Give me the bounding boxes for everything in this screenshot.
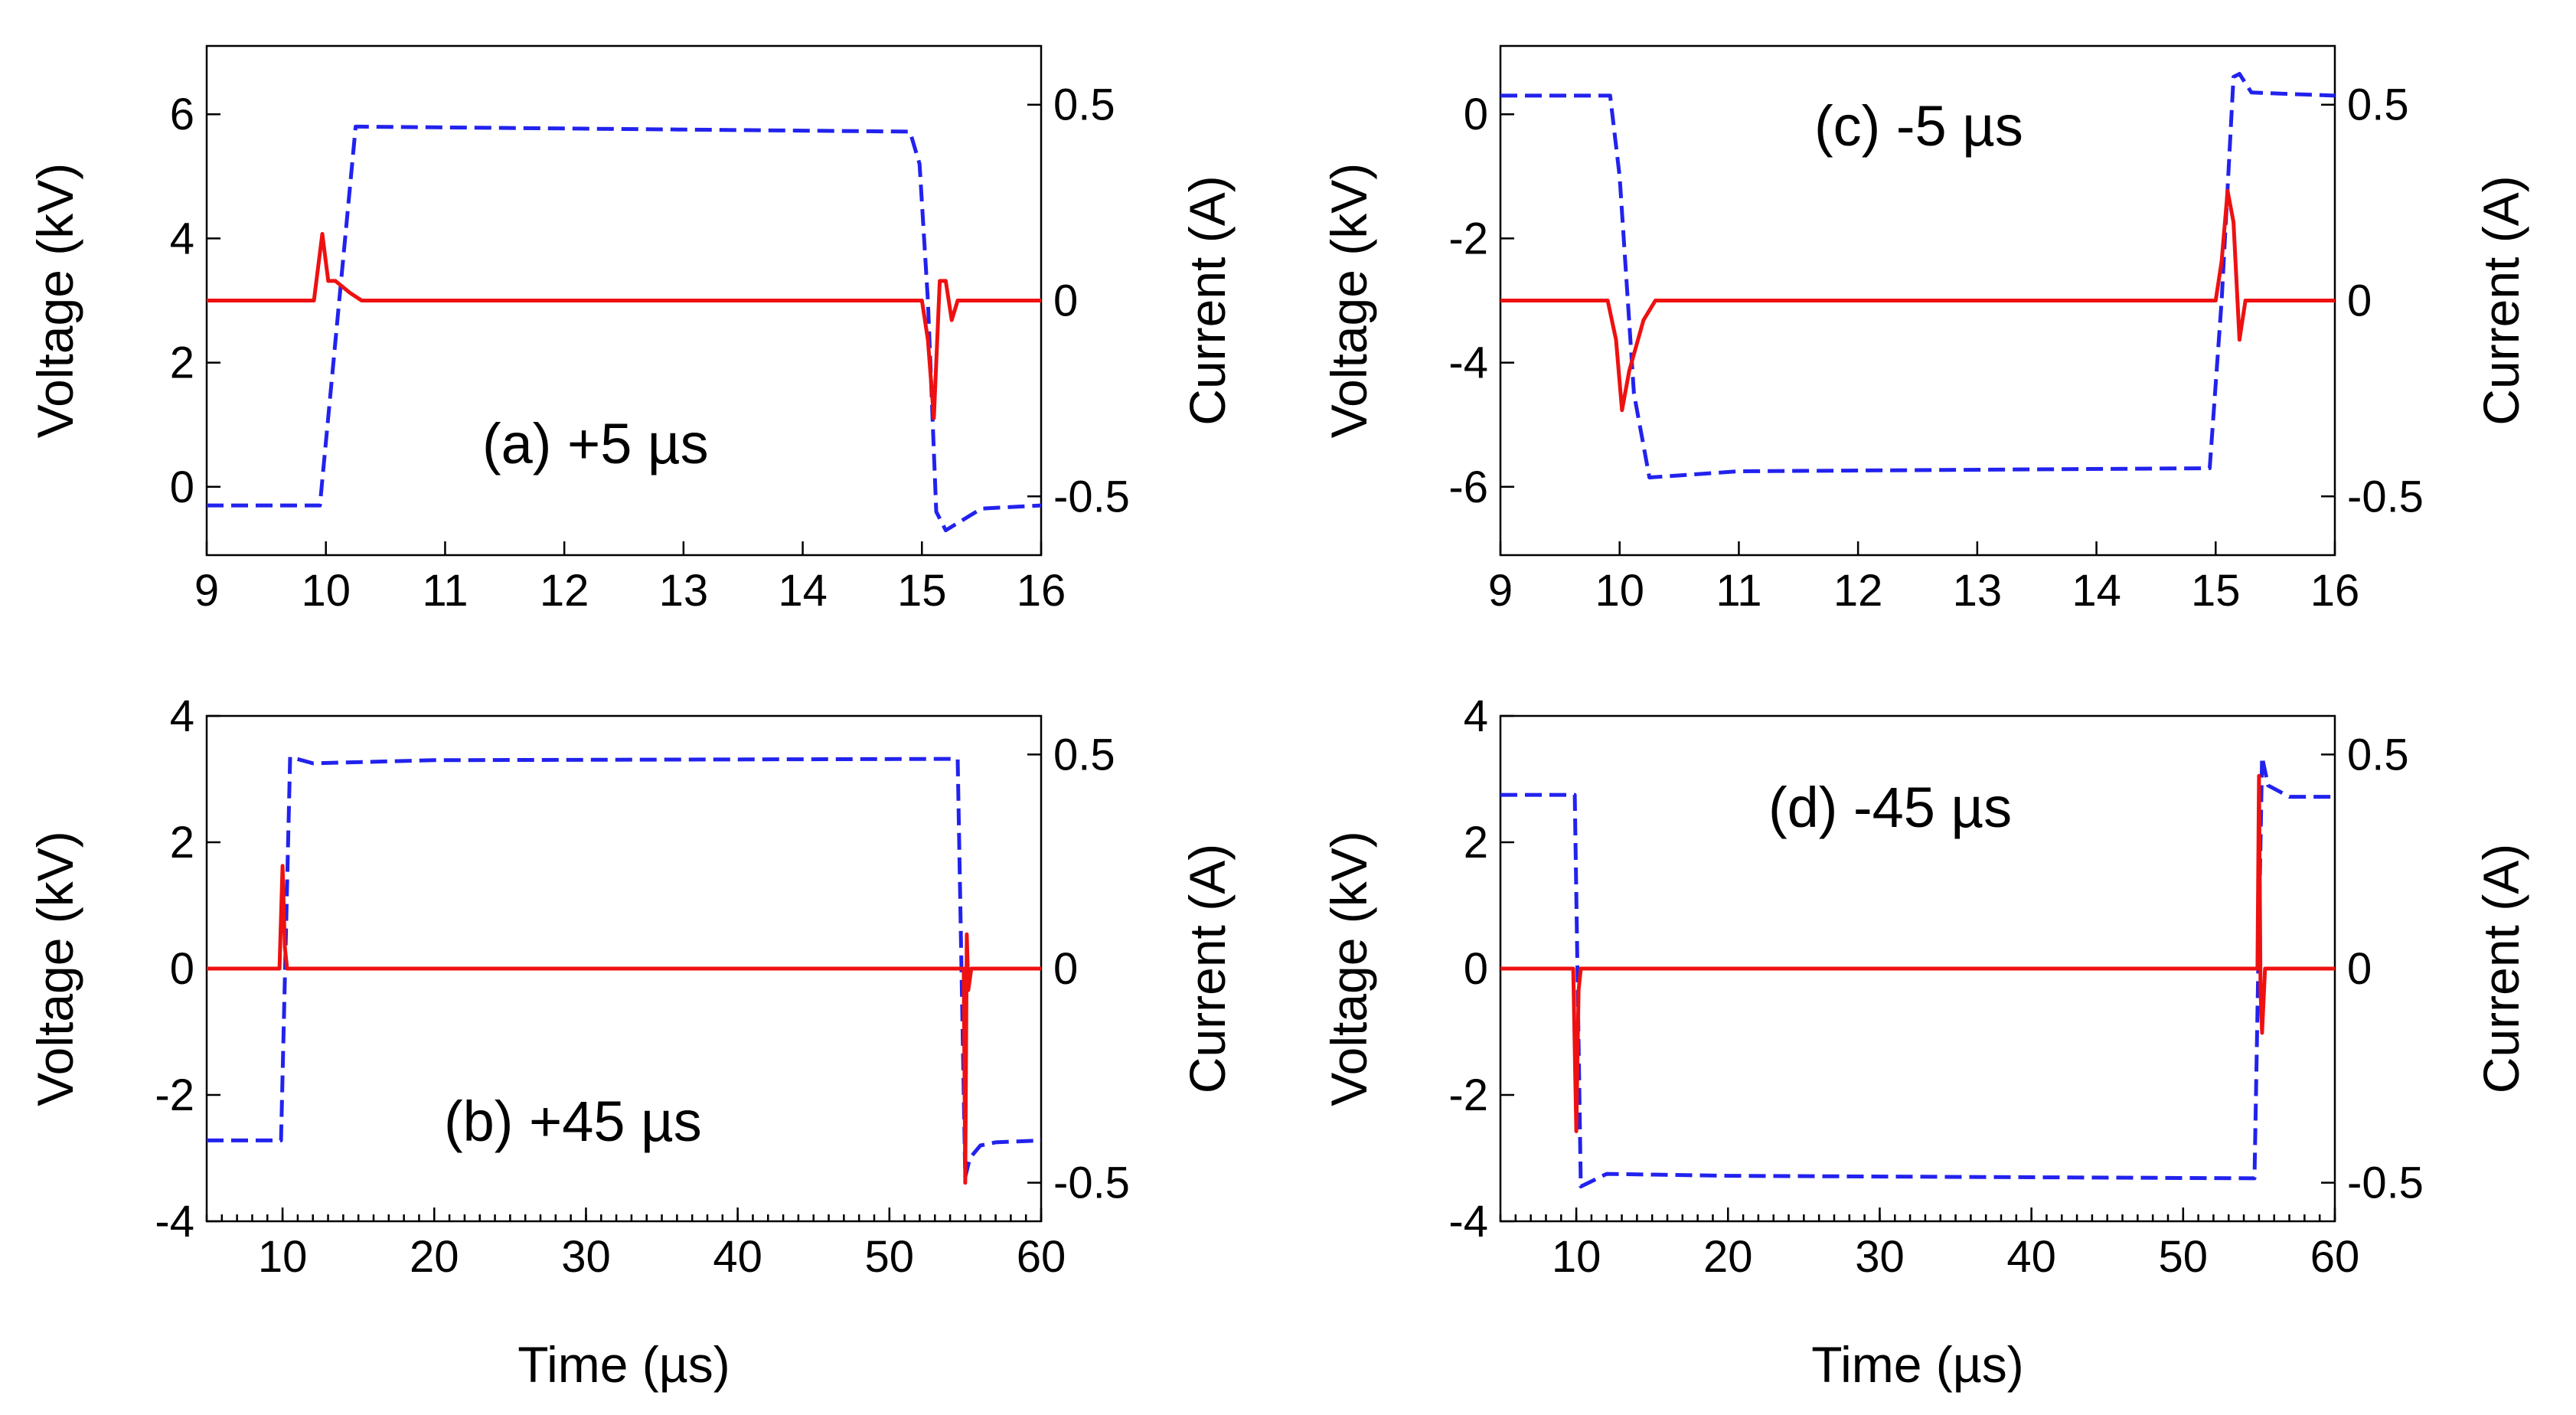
y-tick-label: 0 [170,944,194,994]
current-series-line [207,864,1041,1185]
y-axis-label-right-a: Current (A) [1179,175,1236,425]
y-axis-label-right-d: Current (A) [2473,844,2529,1093]
series-b [207,755,1042,1185]
y-tick-label: 2 [170,338,194,388]
ticks-c: 9 10 11 12 13 14 15 16 -6 -4 -2 0 -0.5 0 0.5 [1448,80,2424,616]
current-series-line [207,232,1041,420]
y-tick-label-right: 0 [2347,944,2372,994]
x-tick-label: 60 [2310,1232,2360,1282]
y-axis-label-right-b: Current (A) [1179,844,1236,1093]
panel-d: 10 20 30 40 50 60 -4 -2 0 2 4 -0.5 0 0.5 Voltage (kV)… [1321,691,2529,1393]
x-tick-label: 15 [2191,566,2241,616]
y-tick-label: 0 [170,462,194,512]
y-tick-label: 0 [1464,944,1488,994]
panel-label-d: (d) -45 µs [1768,776,2012,839]
y-tick-label: 2 [1464,818,1488,868]
y-tick-label: -4 [155,1197,194,1247]
x-tick-label: 12 [540,566,589,616]
x-tick-label: 14 [2072,566,2121,616]
x-tick-label: 9 [194,566,219,616]
y-tick-label: 6 [170,90,194,139]
x-tick-label: 20 [410,1232,459,1282]
x-axis-label-b: Time (µs) [517,1336,730,1393]
x-tick-label: 16 [1017,566,1066,616]
y-tick-label-right: 0 [1053,944,1078,994]
ticks-b: 10 20 30 40 50 60 -4 -2 0 2 4 -0.5 0 0.5 [155,691,1130,1282]
x-tick-label: 60 [1017,1232,1066,1282]
voltage-series-line [207,755,1042,1179]
y-tick-label: -4 [1448,1197,1488,1247]
x-tick-label: 12 [1833,566,1883,616]
x-tick-label: 13 [1953,566,2003,616]
y-tick-label: -4 [1448,338,1488,388]
x-tick-label: 11 [422,566,468,616]
y-tick-label-right: 0.5 [2347,730,2409,779]
y-tick-label: 4 [170,214,194,263]
y-tick-label: -2 [1448,1070,1488,1120]
y-tick-label: 4 [170,691,194,741]
x-tick-label: 11 [1716,566,1761,616]
x-tick-label: 14 [778,566,828,616]
x-tick-label: 40 [2006,1232,2056,1282]
y-axis-label-b: Voltage (kV) [27,831,83,1106]
x-tick-label: 30 [1855,1232,1905,1282]
panel-label-b: (b) +45 µs [444,1090,702,1153]
panel-b: 10 20 30 40 50 60 -4 -2 0 2 4 -0.5 0 0.5 Voltage (kV)… [27,691,1236,1393]
voltage-series-line [207,124,1042,533]
x-tick-label: 16 [2310,566,2360,616]
current-series-line [1500,188,2335,413]
y-tick-label: 4 [1464,691,1488,741]
y-tick-label: 2 [170,818,194,868]
y-axis-label-d: Voltage (kV) [1321,831,1377,1106]
y-tick-label-right: -0.5 [2347,472,2424,521]
current-series-line [1500,773,2335,1133]
ticks-d: 10 20 30 40 50 60 -4 -2 0 2 4 -0.5 0 0.5 [1448,691,2424,1282]
y-axis-label-c: Voltage (kV) [1321,163,1377,439]
x-tick-label: 20 [1703,1232,1753,1282]
x-tick-label: 10 [1552,1232,1601,1282]
y-tick-label-right: 0.5 [1053,730,1115,779]
panel-a: 9 10 11 12 13 14 15 16 0 2 4 6 -0.5 0 0.5 Voltage (kV)… [27,44,1236,616]
y-tick-label-right: -0.5 [1053,1158,1130,1208]
series-d [1500,755,2335,1189]
y-tick-label: -2 [1448,214,1488,263]
panel-c: 9 10 11 12 13 14 15 16 -6 -4 -2 0 -0.5 0 0.5 Voltage (… [1321,44,2529,616]
x-tick-label: 30 [561,1232,611,1282]
y-tick-label-right: 0.5 [1053,80,1115,130]
y-tick-label: -6 [1448,462,1488,512]
x-tick-label: 15 [897,566,947,616]
x-tick-label: 13 [659,566,709,616]
y-tick-label-right: 0 [1053,276,1078,326]
ticks-a: 9 10 11 12 13 14 15 16 0 2 4 6 -0.5 0 0.5 [170,80,1130,616]
x-tick-label: 10 [1595,566,1644,616]
y-tick-label-right: 0 [2347,276,2372,326]
voltage-series-line [1500,72,2336,480]
y-tick-label-right: -0.5 [1053,472,1130,521]
y-axis-label-right-c: Current (A) [2473,175,2529,425]
series-c [1500,72,2336,480]
x-tick-label: 10 [301,566,351,616]
y-tick-label-right: -0.5 [2347,1158,2424,1208]
x-tick-label: 50 [2159,1232,2209,1282]
x-axis-label-d: Time (µs) [1811,1336,2024,1393]
y-tick-label-right: 0.5 [2347,80,2409,130]
x-tick-label: 10 [258,1232,308,1282]
x-tick-label: 50 [865,1232,915,1282]
panel-label-c: (c) -5 µs [1814,94,2023,158]
y-tick-label: -2 [155,1070,194,1120]
panel-label-a: (a) +5 µs [482,412,709,475]
y-tick-label: 0 [1464,90,1488,139]
series-a [207,124,1042,533]
y-axis-label-a: Voltage (kV) [27,163,83,439]
x-tick-label: 9 [1488,566,1513,616]
x-tick-label: 40 [713,1232,762,1282]
